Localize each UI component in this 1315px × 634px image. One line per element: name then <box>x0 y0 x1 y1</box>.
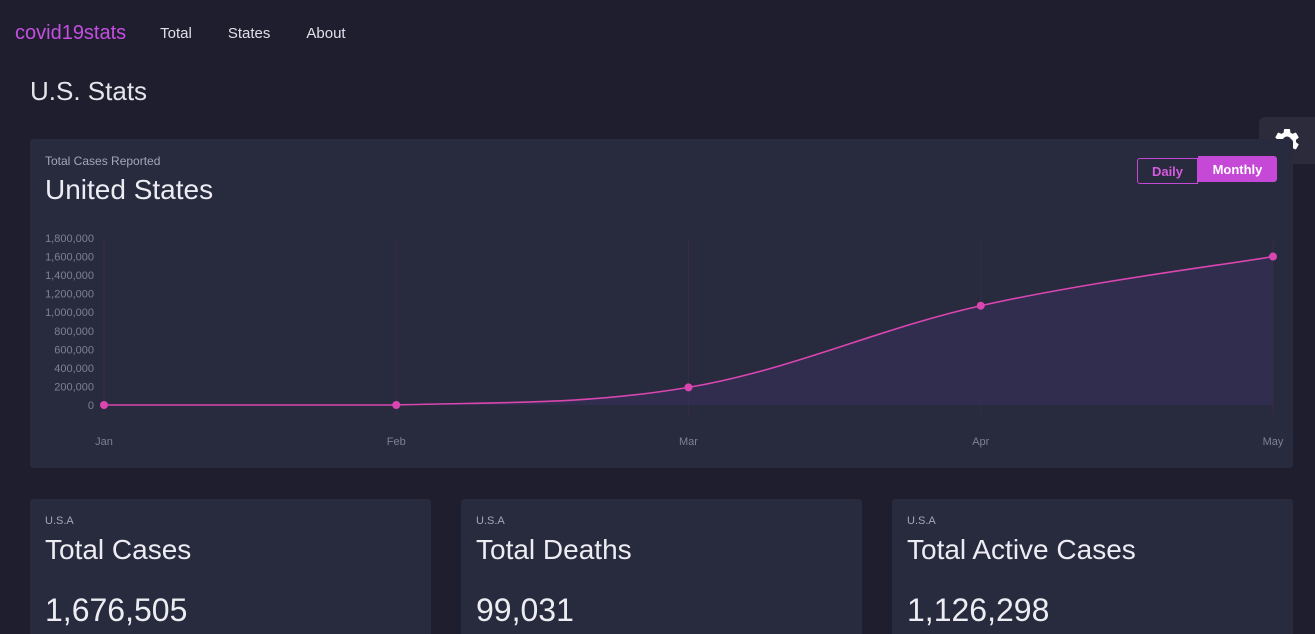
stat-value: 99,031 <box>476 592 574 628</box>
data-point <box>392 400 401 409</box>
period-toggle: Daily Monthly <box>1137 156 1277 184</box>
brand-logo[interactable]: covid19stats <box>15 21 127 44</box>
navbar: covid19stats Total States About <box>0 0 1315 66</box>
y-tick-label: 0 <box>88 400 94 412</box>
x-tick-label: Apr <box>972 436 989 448</box>
x-tick-label: Jan <box>95 436 113 448</box>
x-tick-label: Feb <box>387 436 406 448</box>
y-tick-label: 1,400,000 <box>45 270 94 282</box>
stat-region: U.S.A <box>476 515 505 527</box>
stat-card-total-deaths: U.S.A Total Deaths 99,031 <box>461 499 862 634</box>
chart-title: United States <box>45 174 214 205</box>
data-point <box>1269 252 1277 261</box>
nav-link-states[interactable]: States <box>227 24 271 42</box>
x-tick-label: May <box>1263 436 1284 448</box>
data-point <box>976 301 985 310</box>
stat-card-total-cases: U.S.A Total Cases 1,676,505 <box>30 499 431 634</box>
page-title: U.S. Stats <box>30 76 148 106</box>
y-tick-label: 400,000 <box>54 363 94 375</box>
data-point <box>684 383 693 392</box>
chart-subtitle: Total Cases Reported <box>45 154 161 168</box>
y-tick-label: 1,800,000 <box>45 233 94 245</box>
x-tick-label: Mar <box>679 436 698 448</box>
chart-card: Total Cases Reported United States Daily… <box>30 139 1293 468</box>
stat-label: Total Cases <box>45 534 192 565</box>
stat-card-total-active-cases: U.S.A Total Active Cases 1,126,298 <box>892 499 1293 634</box>
y-tick-label: 1,000,000 <box>45 307 94 319</box>
monthly-button[interactable]: Monthly <box>1198 156 1277 182</box>
stat-label: Total Active Cases <box>907 534 1136 565</box>
y-tick-label: 1,600,000 <box>45 252 94 264</box>
y-tick-label: 1,200,000 <box>45 289 94 301</box>
nav-link-total[interactable]: Total <box>160 24 192 42</box>
series-area <box>104 256 1273 405</box>
y-tick-label: 200,000 <box>54 381 94 393</box>
y-tick-label: 800,000 <box>54 326 94 338</box>
stat-value: 1,126,298 <box>907 592 1050 628</box>
nav-link-about[interactable]: About <box>306 24 346 42</box>
cases-chart: 0 200,000 400,000 600,000 800,000 1,000,000 1,… <box>45 233 1284 448</box>
data-point <box>100 400 108 409</box>
stat-region: U.S.A <box>907 515 936 527</box>
stat-label: Total Deaths <box>476 534 632 565</box>
y-tick-label: 600,000 <box>54 344 94 356</box>
stat-value: 1,676,505 <box>45 592 188 628</box>
stat-region: U.S.A <box>45 515 74 527</box>
daily-button[interactable]: Daily <box>1137 158 1198 184</box>
